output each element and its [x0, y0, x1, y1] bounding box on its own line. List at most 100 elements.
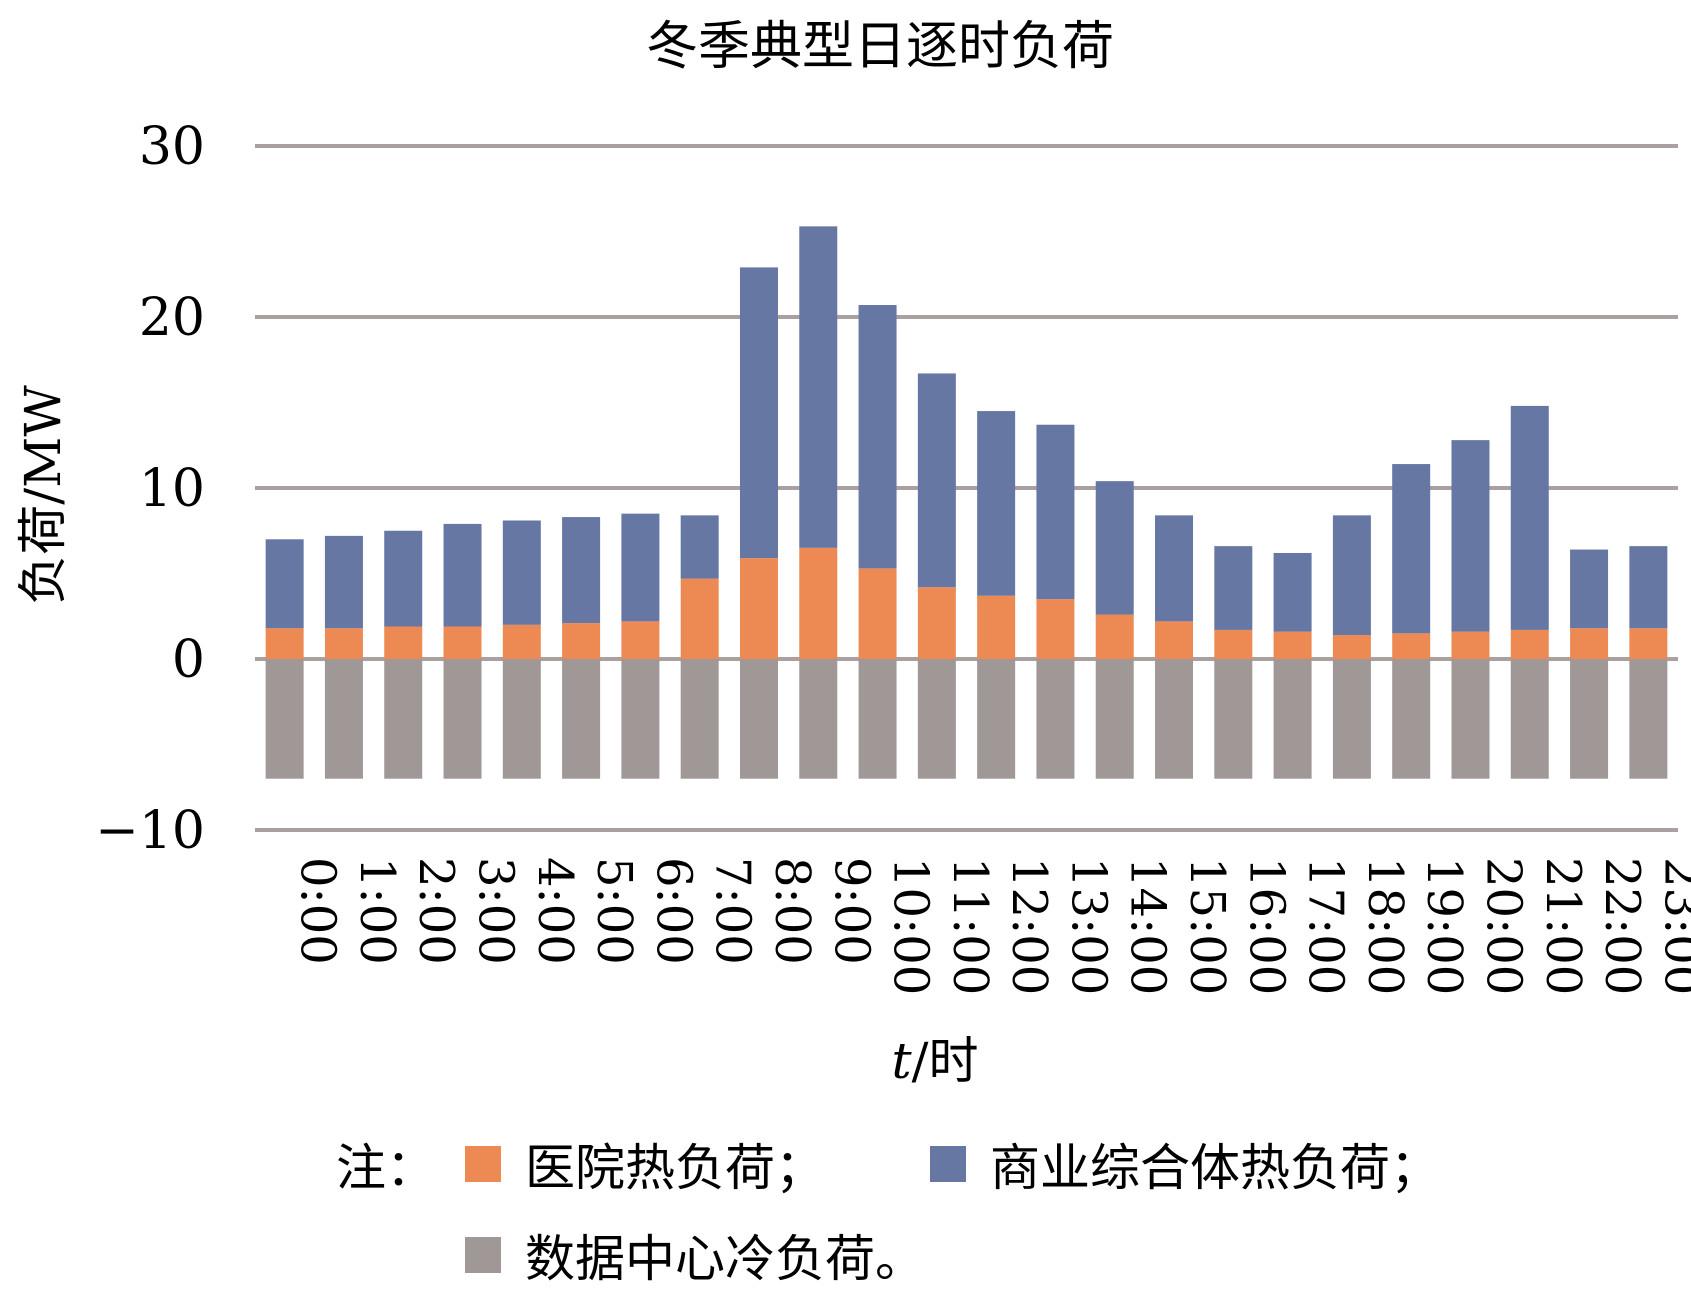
bar-hospital-18: [1332, 635, 1371, 659]
x-axis-label-italic: t: [892, 1032, 913, 1090]
bar-commercial-3: [443, 523, 482, 627]
bar-datacenter-23: [1629, 659, 1668, 779]
x-tick-label: 14:00: [1120, 857, 1176, 995]
bar-commercial-15: [1155, 515, 1194, 622]
x-tick-label: 21:00: [1535, 857, 1591, 995]
x-tick-label: 13:00: [1060, 857, 1116, 995]
y-tick-label: 10: [139, 459, 205, 519]
bar-commercial-1: [324, 535, 363, 629]
x-tick-label: 6:00: [645, 857, 701, 965]
bar-commercial-21: [1510, 405, 1549, 630]
bar-hospital-2: [384, 626, 423, 659]
bar-hospital-4: [502, 624, 541, 659]
y-tick-label: 0: [172, 630, 205, 690]
y-tick-label: −10: [95, 801, 205, 861]
x-tick-label: 19:00: [1416, 857, 1472, 995]
bar-hospital-0: [265, 628, 304, 659]
bar-hospital-5: [562, 623, 601, 659]
bar-hospital-15: [1155, 621, 1194, 659]
bar-commercial-19: [1392, 464, 1431, 634]
bar-datacenter-7: [680, 659, 719, 779]
legend-label-hospital: 医院热负荷；: [525, 1139, 825, 1197]
bar-datacenter-9: [799, 659, 838, 779]
x-axis-ticks: 0:00 1:00 2:00 3:00 4:00 5:00 6:00 7:00 8:00 9:00…: [290, 857, 1691, 995]
bar-datacenter-6: [621, 659, 660, 779]
x-tick-label: 5:00: [586, 857, 642, 965]
x-tick-label: 8:00: [764, 857, 820, 965]
legend-swatch-datacenter: [465, 1237, 501, 1273]
bar-datacenter-22: [1570, 659, 1609, 779]
bar-commercial-7: [680, 515, 719, 579]
bar-hospital-19: [1392, 633, 1431, 659]
x-tick-label: 2:00: [408, 857, 464, 965]
bar-datacenter-19: [1392, 659, 1431, 779]
x-tick-label: 1:00: [349, 857, 405, 965]
bar-hospital-9: [799, 547, 838, 659]
chart-title: 冬季典型日逐时负荷: [646, 17, 1114, 77]
x-tick-label: 18:00: [1357, 857, 1413, 995]
x-axis-label-rest: /时: [912, 1032, 979, 1090]
y-axis-ticks: 30 20 10 0 −10: [95, 117, 205, 861]
y-axis-label: 负荷/MW: [14, 385, 72, 605]
y-tick-label: 30: [139, 117, 205, 177]
bar-datacenter-18: [1332, 659, 1371, 779]
bar-hospital-21: [1510, 629, 1549, 659]
x-tick-label: 15:00: [1179, 857, 1235, 995]
x-tick-label: 7:00: [705, 857, 761, 965]
bar-hospital-8: [739, 558, 778, 659]
bar-datacenter-14: [1095, 659, 1134, 779]
bar-commercial-4: [502, 520, 541, 625]
bar-commercial-8: [739, 267, 778, 559]
legend-swatch-hospital: [465, 1146, 501, 1182]
bar-commercial-20: [1451, 440, 1490, 632]
bar-commercial-14: [1095, 481, 1134, 615]
bar-hospital-10: [858, 568, 897, 659]
bar-datacenter-0: [265, 659, 304, 779]
x-tick-label: 3:00: [468, 857, 524, 965]
bar-commercial-22: [1570, 549, 1609, 629]
bar-hospital-22: [1570, 628, 1609, 659]
bar-datacenter-4: [502, 659, 541, 779]
bar-commercial-18: [1332, 515, 1371, 636]
bar-commercial-9: [799, 226, 838, 548]
bar-commercial-0: [265, 539, 304, 629]
bar-hospital-17: [1273, 631, 1312, 659]
bar-datacenter-21: [1510, 659, 1549, 779]
bar-hospital-3: [443, 626, 482, 659]
x-tick-label: 9:00: [823, 857, 879, 965]
bar-commercial-2: [384, 530, 423, 627]
x-axis-label: t/时: [892, 1032, 979, 1090]
legend-label-commercial: 商业综合体热负荷；: [990, 1139, 1440, 1197]
x-tick-label: 20:00: [1475, 857, 1531, 995]
bar-commercial-17: [1273, 552, 1312, 632]
x-tick-label: 23:00: [1653, 857, 1691, 995]
x-tick-label: 22:00: [1594, 857, 1650, 995]
y-tick-label: 20: [139, 288, 205, 348]
x-tick-label: 0:00: [290, 857, 346, 965]
bar-hospital-11: [917, 587, 956, 659]
bar-datacenter-3: [443, 659, 482, 779]
bar-datacenter-1: [324, 659, 363, 779]
bar-datacenter-20: [1451, 659, 1490, 779]
bar-commercial-23: [1629, 546, 1668, 629]
bar-datacenter-11: [917, 659, 956, 779]
bar-datacenter-2: [384, 659, 423, 779]
bars: [265, 226, 1668, 779]
legend-swatch-commercial: [930, 1146, 966, 1182]
bar-datacenter-16: [1214, 659, 1253, 779]
bar-hospital-23: [1629, 628, 1668, 659]
grid: [255, 144, 1678, 832]
bar-datacenter-10: [858, 659, 897, 779]
legend-prefix: 注：: [336, 1139, 436, 1197]
bar-hospital-7: [680, 578, 719, 659]
bar-commercial-10: [858, 305, 897, 569]
bar-datacenter-13: [1036, 659, 1075, 779]
x-tick-label: 16:00: [1238, 857, 1294, 995]
x-tick-label: 4:00: [527, 857, 583, 965]
x-tick-label: 12:00: [1001, 857, 1057, 995]
x-tick-label: 11:00: [942, 857, 998, 995]
x-tick-label: 17:00: [1298, 857, 1354, 995]
bar-hospital-1: [324, 628, 363, 659]
bar-commercial-11: [917, 373, 956, 588]
